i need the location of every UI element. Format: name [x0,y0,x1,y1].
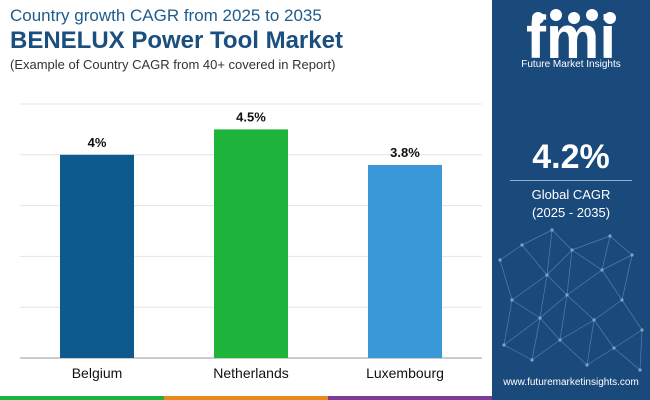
network-node [545,273,549,277]
network-node [558,338,562,342]
chart-subtitle: (Example of Country CAGR from 40+ covere… [10,57,336,72]
network-line [559,339,588,366]
network-node [630,253,634,257]
network-line [593,319,615,349]
value-label: 3.8% [390,145,420,160]
network-node [585,363,589,367]
bar-chart: 4% 4.5% 3.8% Belgium Netherlands Luxembourg [20,103,482,381]
network-line [601,269,623,301]
chart-category-labels: Belgium Netherlands Luxembourg [72,365,444,381]
network-line [546,249,573,276]
network-node [510,298,514,302]
stripe-segment-purple [328,396,492,400]
network-line [539,317,561,341]
network-node [640,328,644,332]
network-line [571,249,603,271]
network-line [601,235,611,271]
brand-caption: Future Market Insights [521,59,621,70]
logo-dot-icon [532,12,544,24]
network-node [600,268,604,272]
bar-belgium [60,154,134,358]
global-cagr-label: Global CAGR [531,187,611,202]
network-line [503,317,541,346]
category-label: Netherlands [213,365,289,381]
network-line [559,294,568,341]
network-line [571,235,611,251]
stripe-segment-green [0,396,164,400]
network-decoration [498,228,644,372]
stat-divider [510,180,632,181]
network-line [566,269,603,296]
network-node [608,234,612,238]
network-node [592,318,596,322]
network-node [565,293,569,297]
logo-dot-icon [568,12,580,24]
network-line [511,274,548,301]
network-node [612,346,616,350]
value-label: 4% [88,135,107,150]
chart-title-line1: Country growth CAGR from 2025 to 2035 [10,6,322,25]
chart-title-line2: BENELUX Power Tool Market [10,27,343,54]
logo-dot-icon [604,12,616,24]
network-line [539,294,568,319]
category-label: Belgium [72,365,123,381]
bottom-stripe [0,396,492,400]
network-node [570,248,574,252]
network-line [531,317,541,361]
network-line [499,244,523,261]
bar-netherlands [214,129,288,358]
network-line [621,254,633,301]
website-link[interactable]: www.futuremarketinsights.com [503,377,639,388]
network-line [601,254,633,271]
logo-dot-icon [586,9,598,21]
network-line [503,299,513,346]
network-line [559,319,595,341]
network-line [613,347,641,371]
network-line [586,319,595,366]
bar-luxembourg [368,164,442,358]
fmi-logo: fmi [526,4,616,71]
chart-bars [60,129,442,358]
side-panel: fmi Future Market Insights 4.2% Global C… [492,0,650,400]
network-line [546,229,553,276]
network-line [609,235,633,256]
network-line [503,344,533,361]
network-line [546,274,568,296]
network-line [521,244,548,276]
network-line [499,259,513,301]
network-line [551,229,573,251]
category-label: Luxembourg [366,365,444,381]
network-node [530,358,534,362]
global-cagr-period: (2025 - 2035) [531,205,611,220]
network-line [621,299,643,331]
chart-value-labels: 4% 4.5% 3.8% [88,109,421,160]
network-line [639,329,643,371]
network-line [511,299,541,319]
value-label: 4.5% [236,109,266,124]
network-node [538,316,542,320]
global-cagr-value: 4.2% [532,138,610,176]
network-line [566,294,595,321]
logo-dot-icon [550,9,562,21]
network-node [620,298,624,302]
network-node [638,368,642,372]
network-line [586,347,615,366]
network-line [539,274,548,319]
network-node [550,228,554,232]
network-line [521,229,553,246]
network-line [613,329,643,349]
network-node [520,243,524,247]
stripe-segment-orange [164,396,328,400]
network-line [593,299,623,321]
network-node [498,258,502,262]
network-line [531,339,561,361]
network-node [502,343,506,347]
network-line [566,249,573,296]
